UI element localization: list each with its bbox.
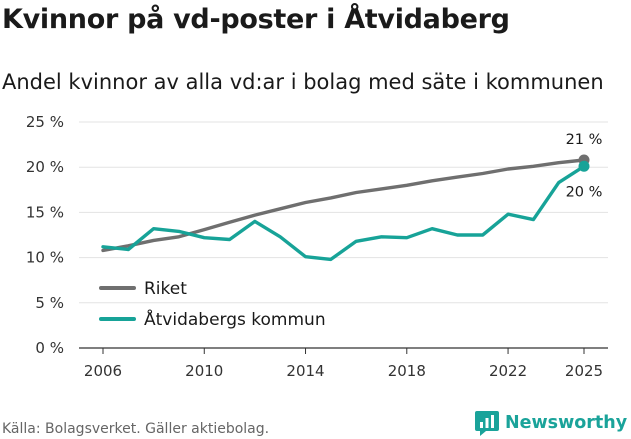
y-tick-label: 5 % (35, 294, 64, 312)
legend-label: Riket (144, 279, 187, 299)
y-tick-label: 10 % (26, 249, 64, 267)
newsworthy-logo-icon (475, 410, 499, 436)
x-tick-label: 2018 (388, 362, 426, 380)
x-tick-label: 2014 (286, 362, 324, 380)
y-tick-label: 25 % (26, 113, 64, 131)
x-tick-label: 2010 (185, 362, 223, 380)
series-line-kommun (101, 164, 586, 262)
x-tick-label: 2025 (565, 362, 603, 380)
x-tick-label: 2006 (84, 362, 122, 380)
end-point-kommun (578, 160, 590, 172)
end-label-kommun: 20 % (566, 184, 603, 200)
end-labels: 21 % 20 % (566, 132, 603, 200)
source-note: Källa: Bolagsverket. Gäller aktiebolag. (2, 421, 270, 437)
x-tick-label: 2022 (489, 362, 527, 380)
end-label-riket: 21 % (566, 132, 603, 148)
gridlines (79, 121, 608, 349)
legend: Riket Åtvidabergs kommun (99, 279, 326, 330)
newsworthy-brand-name: Newsworthy (505, 413, 628, 433)
y-tick-label: 20 % (26, 158, 64, 176)
newsworthy-logo[interactable]: Newsworthy (474, 408, 627, 438)
y-tick-label: 0 % (35, 339, 64, 357)
series-lines (101, 154, 590, 262)
y-tick-label: 15 % (26, 203, 64, 221)
legend-label: Åtvidabergs kommun (144, 308, 326, 330)
chart-title: Kvinnor på vd-poster i Åtvidaberg (2, 4, 510, 35)
series-line-riket (101, 158, 586, 253)
chart-subtitle: Andel kvinnor av alla vd:ar i bolag med … (2, 70, 604, 94)
axis-ticks: 0 % 5 % 10 % 15 % 20 % 25 % 2006 2010 2014 2018 20… (26, 113, 603, 380)
